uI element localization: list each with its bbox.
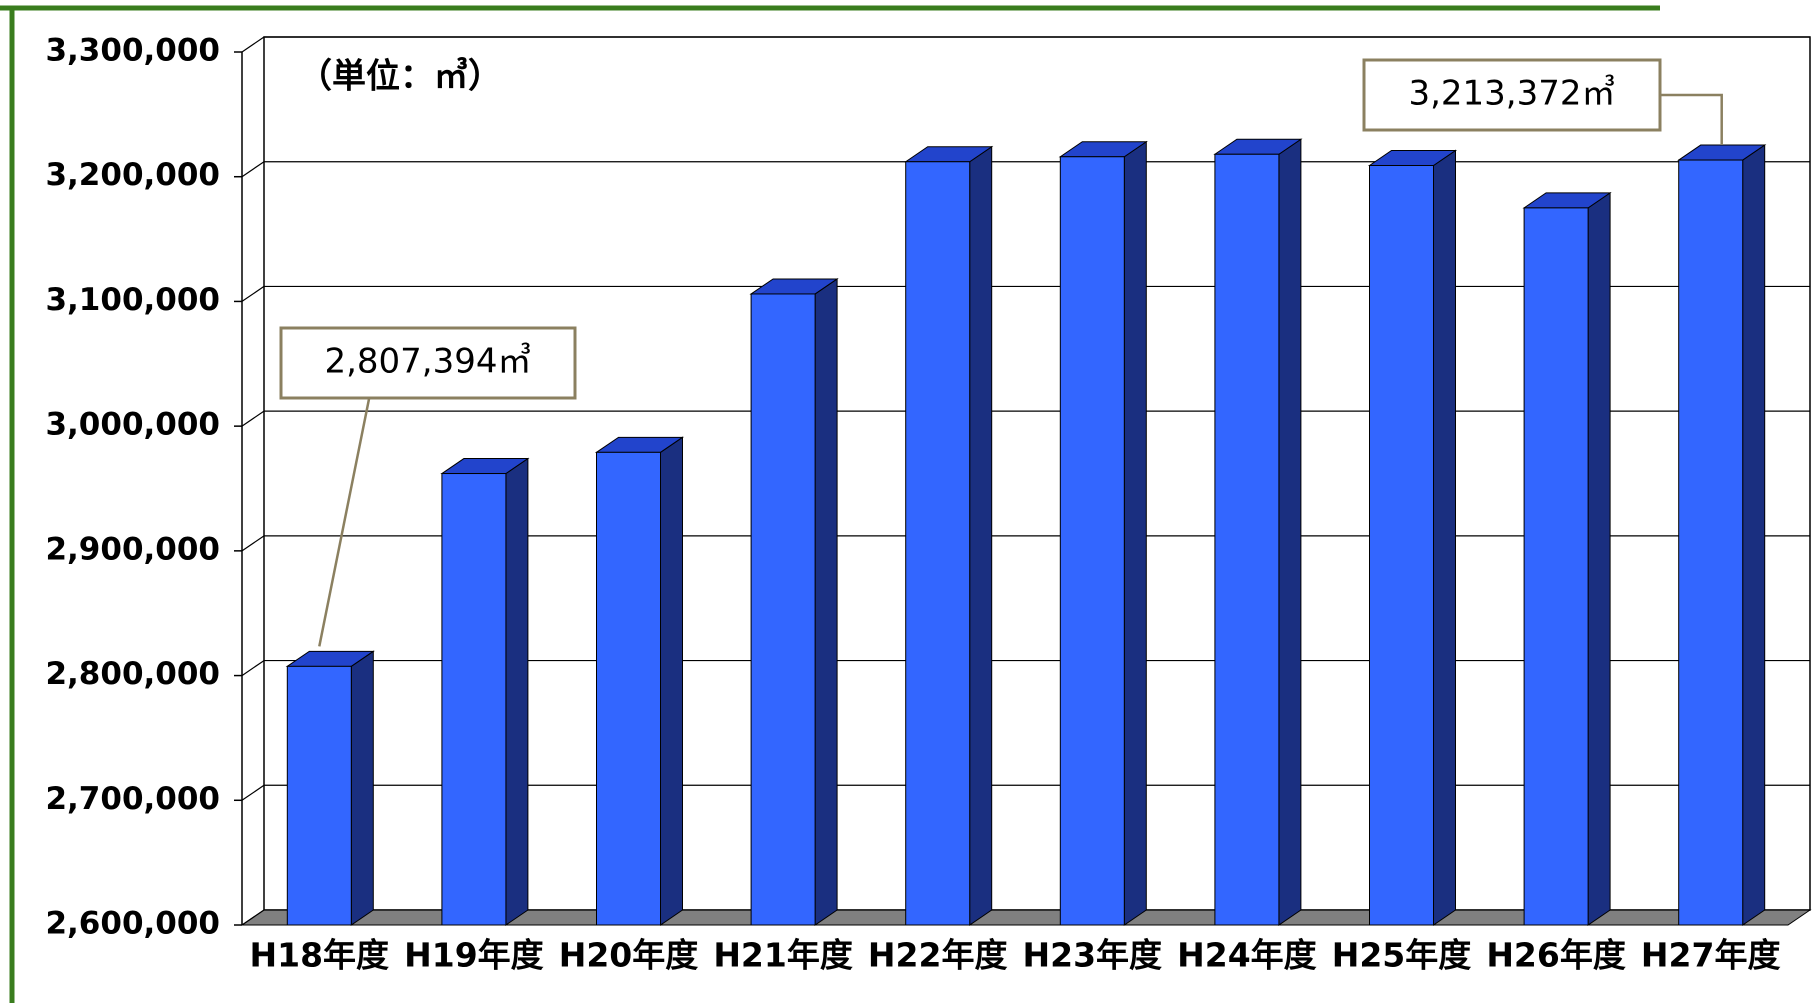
grid-line [241, 535, 265, 552]
x-tick-label: H27年度 [1641, 936, 1781, 975]
bar [1213, 138, 1303, 926]
bar-front [1523, 207, 1589, 926]
bar-side [660, 436, 683, 926]
bar [1058, 140, 1148, 926]
bar [285, 650, 375, 926]
bar [594, 436, 685, 926]
bar [1522, 191, 1612, 926]
y-tick-label: 2,800,000 [45, 656, 220, 692]
grid-line [241, 410, 265, 427]
grid-line [241, 285, 265, 302]
bar-side [1742, 144, 1766, 926]
bar-front [750, 293, 816, 926]
x-tick-label: H23年度 [1023, 936, 1163, 975]
y-tick-label: 2,900,000 [45, 531, 220, 567]
x-tick-label: H24年度 [1177, 936, 1317, 975]
unit-annotation: （単位：㎥） [298, 57, 502, 97]
x-tick-label: H26年度 [1486, 936, 1626, 975]
y-tick-label: 3,000,000 [45, 407, 220, 443]
bar [440, 457, 530, 926]
bar [1677, 144, 1767, 926]
grid-line [241, 660, 265, 677]
y-tick-label: 3,200,000 [45, 157, 220, 193]
y-tick-label: 3,300,000 [45, 33, 220, 69]
bar-front [905, 161, 971, 926]
bar-side [1587, 191, 1611, 926]
value-label: 3,213,372㎥ [1408, 74, 1615, 114]
callout-box [1362, 58, 1662, 132]
bar-front [286, 665, 352, 926]
callout-line [1660, 93, 1723, 146]
callout-box [279, 326, 577, 400]
bar-side [814, 277, 838, 926]
x-tick-label: H21年度 [713, 936, 853, 975]
bar [749, 277, 839, 926]
x-tick-label: H18年度 [250, 936, 390, 975]
callout-line [318, 397, 371, 647]
y-tick-label: 3,100,000 [45, 282, 220, 318]
bar-side [1433, 149, 1456, 926]
bar-front [1059, 156, 1125, 926]
x-tick-label: H19年度 [404, 936, 544, 975]
bar [904, 145, 994, 926]
bar-front [1214, 153, 1280, 926]
bar-front [441, 473, 507, 926]
bar-front [1369, 164, 1434, 926]
bar-side [505, 457, 529, 926]
x-tick-label: H22年度 [868, 936, 1008, 975]
grid-line [241, 36, 265, 53]
bar-front [596, 451, 661, 926]
bar-side [1278, 138, 1302, 926]
plot: 2,600,000 2,700,000 2,800,000 2,900,000 3,00… [45, 33, 1812, 975]
bar-side [1123, 140, 1147, 926]
value-label: 2,807,394㎥ [324, 342, 531, 382]
x-tick-label: H20年度 [559, 936, 699, 975]
bar-side [350, 650, 374, 926]
bar [1367, 149, 1458, 926]
grid-line [241, 161, 265, 178]
y-tick-label: 2,600,000 [45, 906, 220, 942]
bar-front [1678, 159, 1744, 926]
grid-line [241, 784, 265, 801]
y-tick-label: 2,700,000 [45, 781, 220, 817]
bar-side [969, 145, 993, 926]
x-tick-label: H25年度 [1332, 936, 1472, 975]
grid-line [241, 909, 265, 926]
